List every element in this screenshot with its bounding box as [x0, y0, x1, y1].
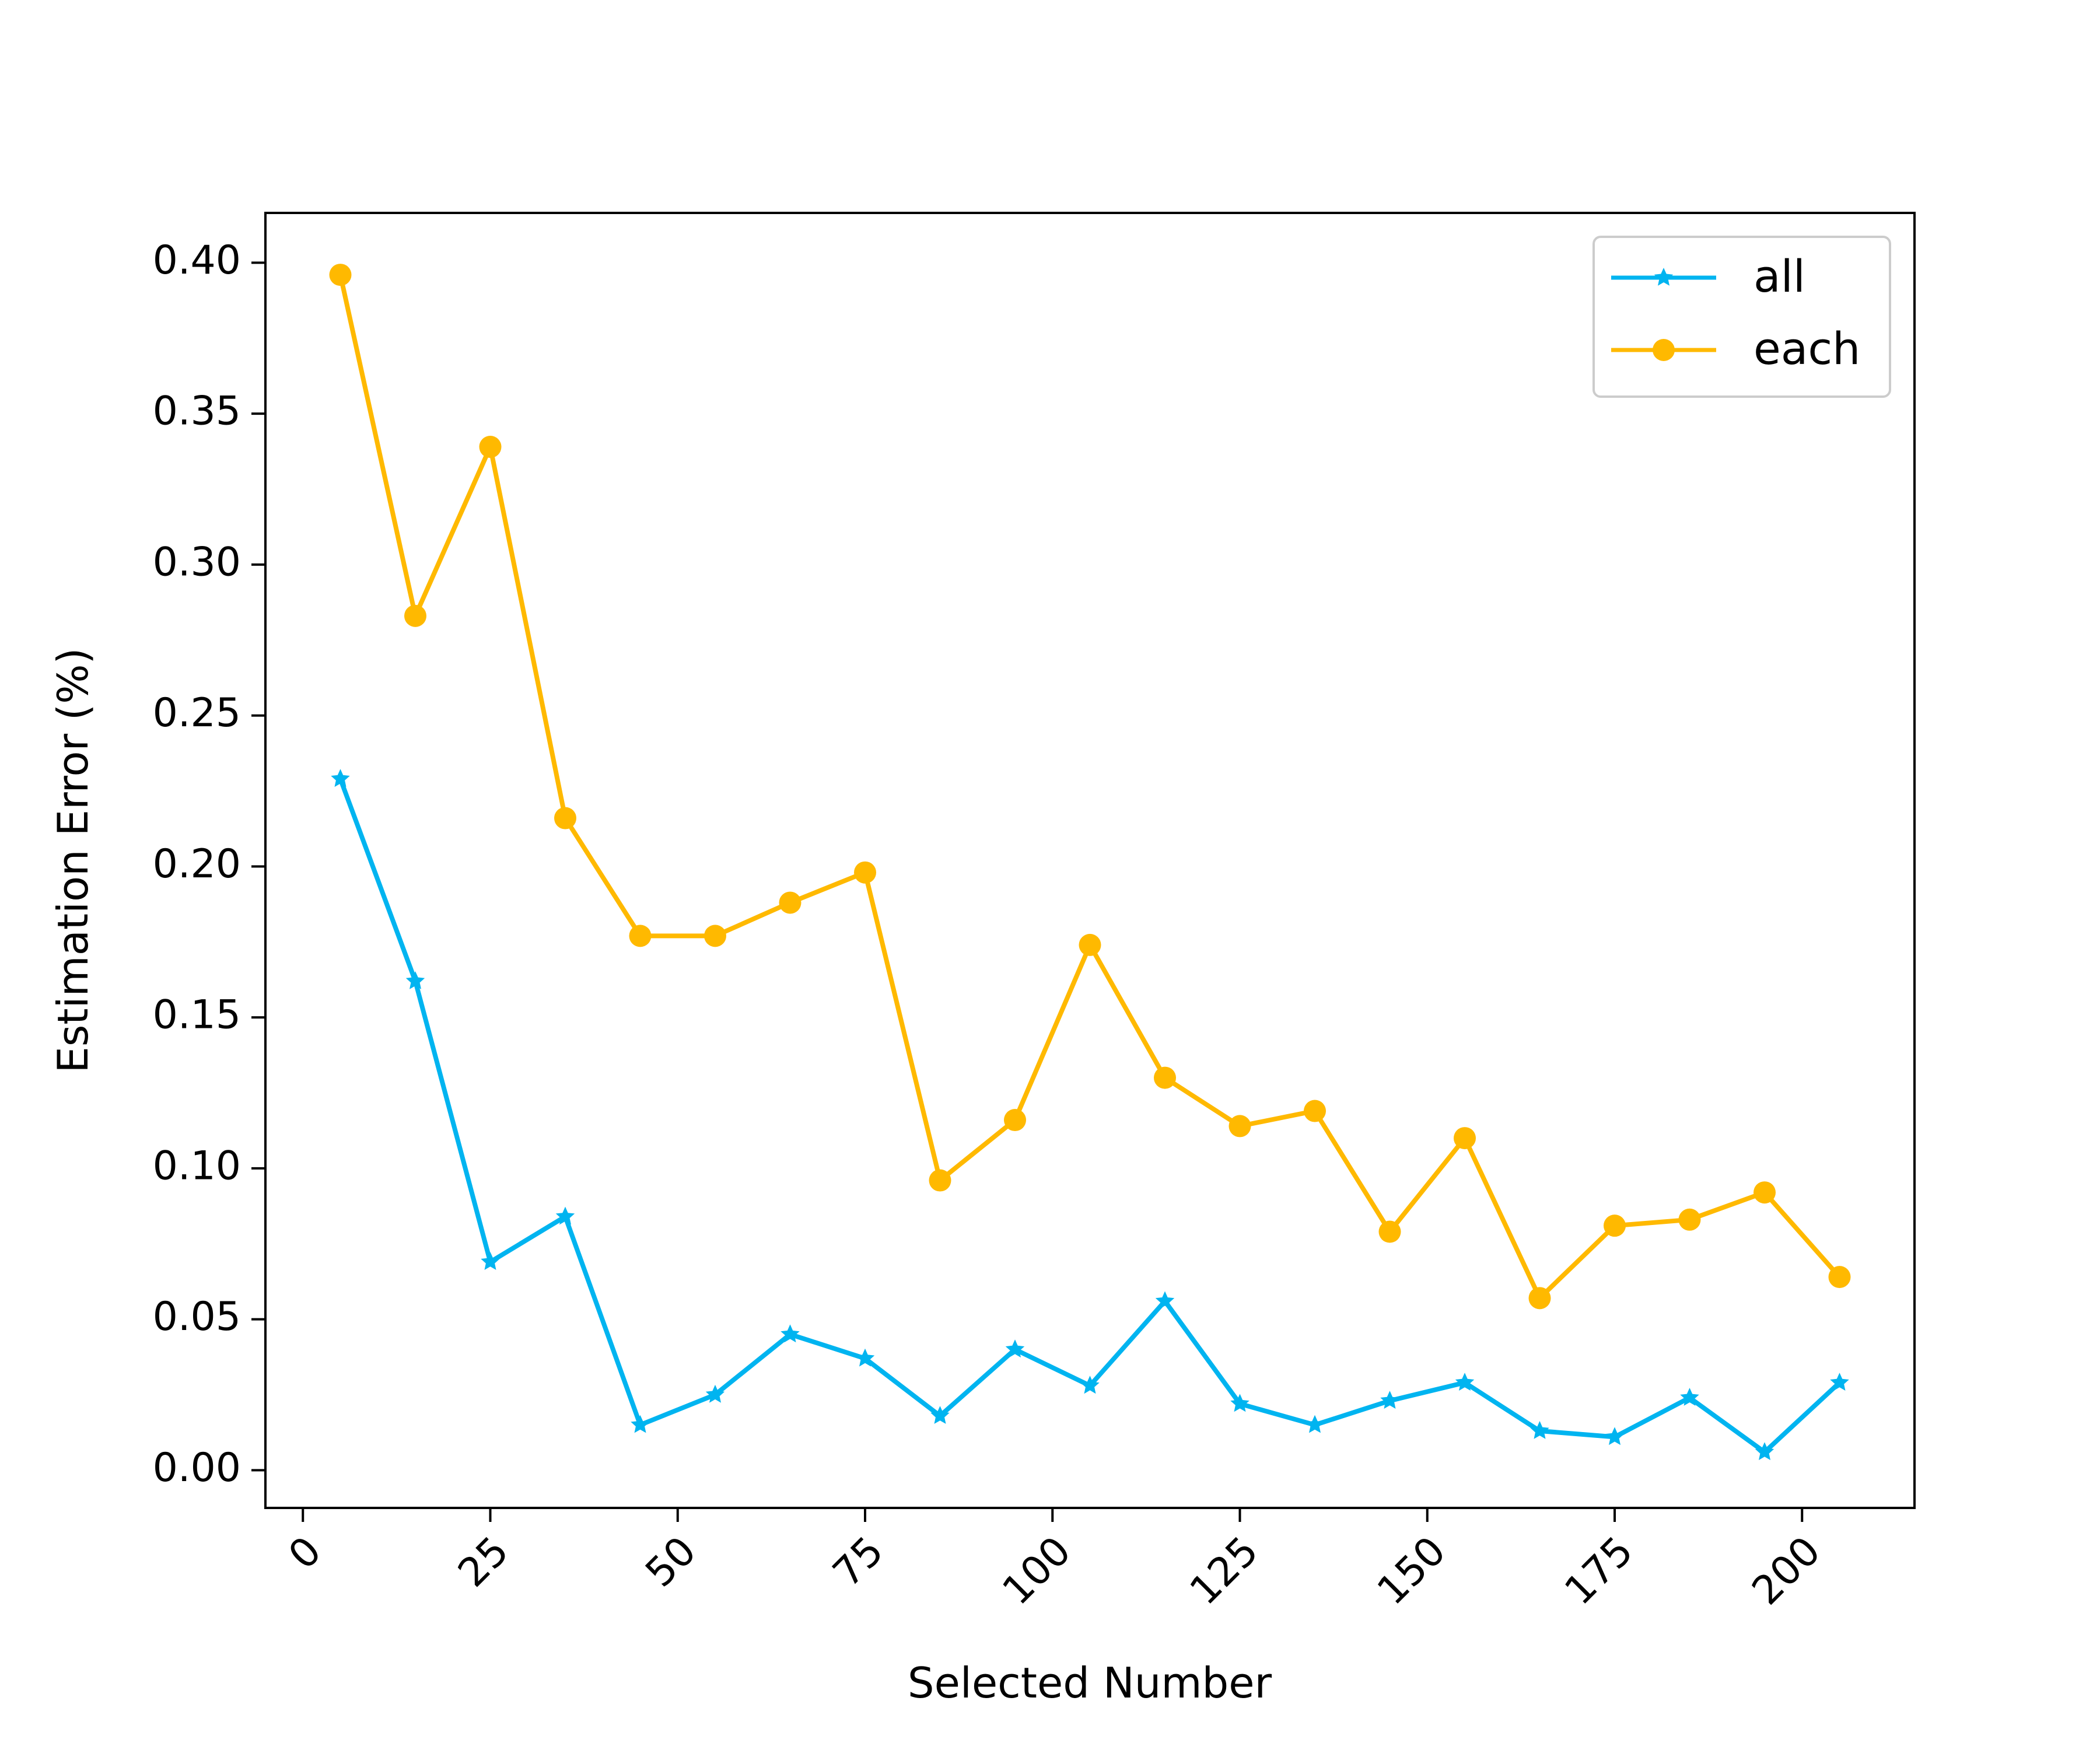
data-point-each	[1228, 1115, 1251, 1138]
data-point-each	[1528, 1287, 1551, 1310]
data-point-each	[479, 436, 502, 459]
data-point-each	[329, 264, 352, 286]
data-point-each	[854, 861, 876, 884]
data-point-each	[1754, 1181, 1776, 1204]
series-layer	[329, 264, 1851, 1460]
y-tick-label: 0.25	[153, 690, 241, 736]
data-point-all	[631, 1415, 650, 1433]
plot-frame	[264, 212, 1916, 1509]
data-point-all	[1830, 1373, 1849, 1391]
data-point-each	[1154, 1066, 1176, 1089]
data-point-all	[331, 769, 350, 787]
data-point-all	[1155, 1291, 1175, 1310]
legend: all each	[1592, 236, 1891, 398]
x-axis-title: Selected Number	[908, 1658, 1272, 1707]
legend-item-each: each	[1611, 323, 1860, 374]
legend-label-each: each	[1754, 323, 1860, 374]
x-tick-label: 200	[1744, 1528, 1830, 1614]
y-tick-label: 0.05	[153, 1294, 241, 1340]
series-line-all	[338, 778, 1842, 1455]
data-point-all	[705, 1384, 725, 1403]
x-tick-label: 50	[637, 1528, 705, 1596]
data-point-each	[1828, 1266, 1851, 1289]
data-point-each	[1378, 1220, 1401, 1243]
legend-label-all: all	[1754, 250, 1805, 302]
x-tick-label: 0	[280, 1528, 330, 1578]
data-point-all	[930, 1406, 950, 1424]
data-point-all	[780, 1324, 800, 1343]
x-tick-label: 25	[450, 1528, 518, 1596]
data-point-each	[1004, 1109, 1026, 1132]
data-point-each	[629, 925, 652, 947]
data-point-each	[554, 807, 576, 830]
data-point-all	[1080, 1376, 1100, 1394]
legend-marker-each	[1653, 339, 1675, 361]
y-tick-label: 0.40	[153, 237, 241, 284]
data-point-all	[1305, 1415, 1325, 1433]
data-point-each	[1079, 933, 1101, 956]
legend-item-all: all	[1611, 250, 1805, 302]
y-axis-title: Estimation Error (%)	[48, 648, 97, 1073]
legend-marker-all	[1654, 268, 1674, 286]
x-axis: 0 25 50 75 100 125 150 175 200	[280, 1508, 1829, 1614]
y-tick-label: 0.00	[153, 1445, 241, 1491]
x-tick-label: 100	[994, 1528, 1080, 1614]
x-tick-label: 125	[1181, 1528, 1268, 1614]
data-point-all	[1005, 1339, 1025, 1358]
x-tick-label: 150	[1368, 1528, 1455, 1614]
data-point-each	[1678, 1208, 1701, 1231]
data-point-each	[929, 1169, 951, 1192]
data-point-all	[1230, 1394, 1250, 1412]
data-point-all	[1680, 1388, 1699, 1406]
y-axis: 0.00 0.05 0.10 0.15 0.20 0.25 0.30 0.35 0.40	[153, 237, 265, 1491]
data-point-all	[1605, 1427, 1625, 1446]
y-tick-label: 0.20	[153, 841, 241, 887]
data-point-all	[1530, 1421, 1549, 1439]
data-point-each	[404, 604, 426, 627]
y-tick-label: 0.10	[153, 1143, 241, 1189]
data-point-all	[1455, 1373, 1475, 1391]
y-tick-label: 0.35	[153, 388, 241, 435]
data-point-each	[704, 925, 726, 947]
series-line-each	[338, 274, 1842, 1301]
data-point-all	[405, 971, 425, 989]
data-point-all	[481, 1252, 500, 1270]
data-point-each	[1304, 1100, 1326, 1122]
data-point-each	[1604, 1214, 1626, 1237]
data-point-all	[555, 1206, 575, 1225]
x-tick-label: 75	[824, 1528, 892, 1596]
y-tick-label: 0.30	[153, 539, 241, 585]
data-point-all	[855, 1348, 875, 1367]
data-point-all	[1755, 1442, 1774, 1460]
y-tick-label: 0.15	[153, 992, 241, 1038]
data-point-each	[779, 891, 802, 914]
x-tick-label: 175	[1556, 1528, 1642, 1614]
data-point-each	[1454, 1127, 1476, 1150]
data-point-all	[1380, 1391, 1399, 1409]
